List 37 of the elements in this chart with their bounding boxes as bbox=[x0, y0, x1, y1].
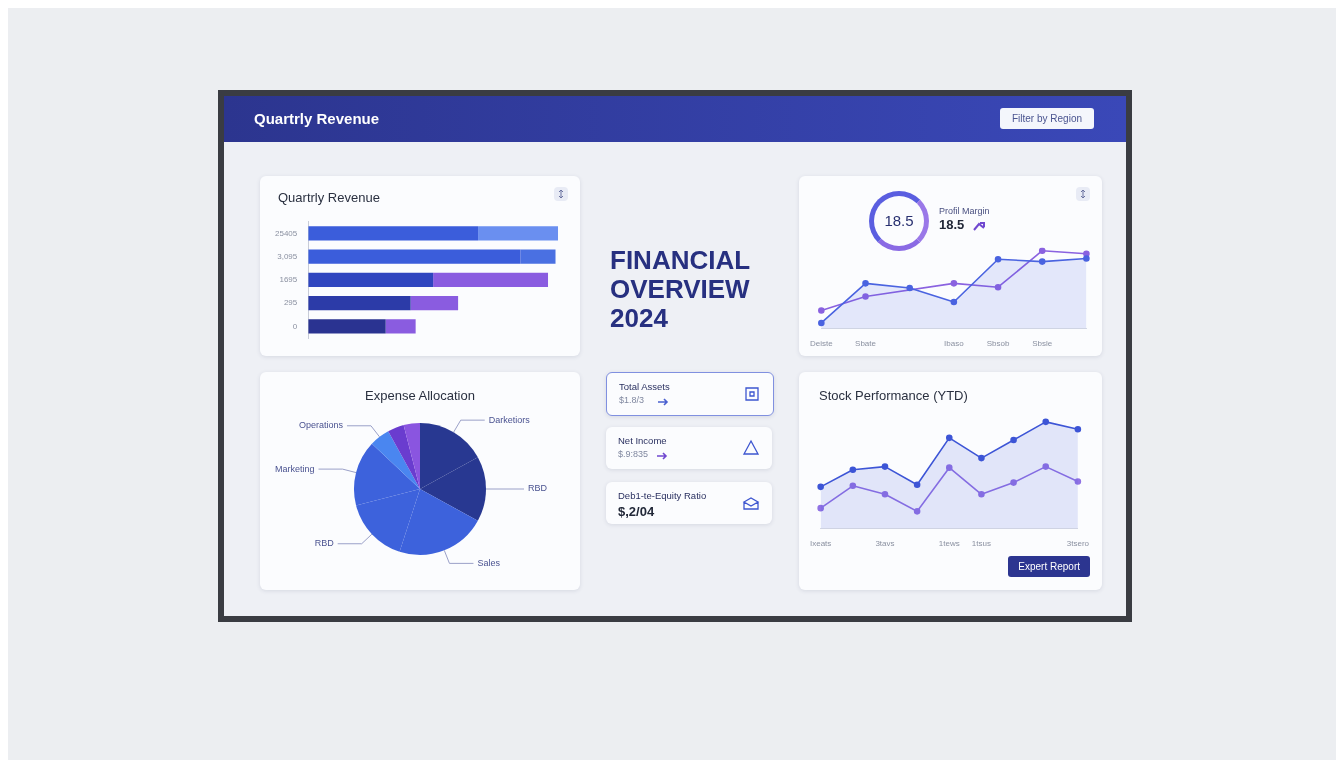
text: Deb1-te-Equity Ratio bbox=[618, 490, 707, 501]
x-tick-label: 3tsero bbox=[1066, 539, 1090, 549]
y-tick-label: 25405 bbox=[275, 228, 298, 238]
slice-label: Sales bbox=[477, 557, 501, 568]
slice-label: RBD bbox=[314, 538, 335, 549]
text: Total Assets bbox=[619, 381, 670, 392]
text: Expert Report bbox=[1018, 561, 1080, 572]
x-tick-label: 1tsus bbox=[971, 539, 991, 549]
text: Filter by Region bbox=[1011, 113, 1082, 124]
x-tick-label: Ixeats bbox=[810, 539, 832, 549]
text: Profil Margin bbox=[939, 206, 990, 216]
text: Quartrly Revenue bbox=[254, 110, 380, 127]
y-tick-label: 3,095 bbox=[277, 251, 298, 261]
text: FINANCIAL OVERVIEW 2024 bbox=[610, 245, 750, 333]
x-tick-label: Deiste bbox=[809, 339, 834, 349]
x-tick-label: Sbate bbox=[855, 339, 877, 349]
text: 18.5 bbox=[939, 217, 965, 232]
chart-title: Quartrly Revenue bbox=[278, 190, 380, 205]
text: $1.8/3 bbox=[619, 395, 645, 405]
chart-title: Expense Allocation bbox=[365, 388, 475, 403]
slice-label: RBD bbox=[528, 483, 548, 494]
x-tick-label: Ibaso bbox=[944, 339, 965, 349]
text: Net Income bbox=[618, 435, 667, 446]
slice-label: Darketiors bbox=[488, 414, 531, 425]
x-tick-label: Sbsle bbox=[1032, 339, 1053, 349]
text: $.9:835 bbox=[618, 449, 649, 459]
slice-label: Marketing bbox=[275, 463, 315, 474]
chart-title: Stock Performance (YTD) bbox=[819, 388, 968, 403]
x-tick-label: Sbsob bbox=[986, 339, 1010, 349]
y-tick-label: 0 bbox=[292, 321, 298, 331]
x-tick-label: 3tavs bbox=[875, 539, 895, 549]
text: 18.5 bbox=[884, 212, 914, 229]
y-tick-label: 1695 bbox=[279, 275, 298, 285]
slice-label: Operations bbox=[298, 420, 344, 431]
text: $,2/04 bbox=[618, 504, 655, 519]
x-tick-label: 1tews bbox=[938, 539, 960, 549]
y-tick-label: 295 bbox=[283, 298, 298, 308]
